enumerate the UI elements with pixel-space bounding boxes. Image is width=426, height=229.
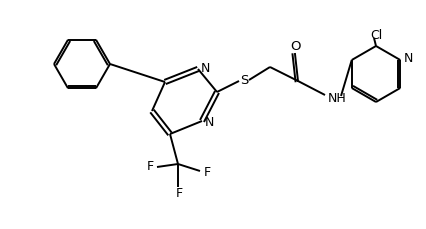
Text: NH: NH xyxy=(327,92,346,105)
Text: F: F xyxy=(175,187,182,200)
Text: O: O xyxy=(290,40,301,53)
Text: F: F xyxy=(203,166,210,179)
Text: S: S xyxy=(239,74,248,87)
Text: F: F xyxy=(146,160,153,173)
Text: Cl: Cl xyxy=(369,28,381,41)
Text: N: N xyxy=(200,62,209,75)
Text: N: N xyxy=(204,115,213,128)
Text: N: N xyxy=(403,52,412,65)
